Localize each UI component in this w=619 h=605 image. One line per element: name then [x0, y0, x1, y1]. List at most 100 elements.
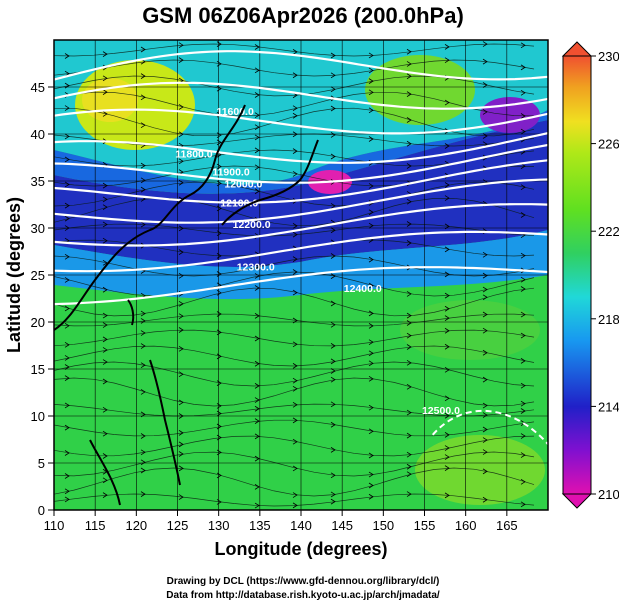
streamline-arrow — [368, 67, 374, 74]
streamline — [54, 329, 535, 347]
streamline — [54, 313, 535, 327]
colorbar-tick-label: 226 — [598, 137, 619, 152]
streamline-arrow — [292, 231, 298, 238]
streamline-arrow — [482, 286, 488, 293]
streamline-arrow — [520, 408, 526, 414]
streamline-arrow — [216, 329, 222, 336]
streamline-arrow — [102, 492, 108, 498]
streamline — [54, 287, 535, 317]
streamline-arrow — [64, 473, 70, 479]
streamline-arrow — [368, 339, 374, 345]
streamline-arrow — [330, 227, 336, 234]
streamline-arrow — [406, 291, 412, 297]
streamline-arrow — [292, 341, 298, 348]
streamline-arrow — [216, 434, 222, 441]
streamline-arrow — [330, 343, 336, 349]
streamline-arrow — [64, 215, 70, 222]
streamline-arrow — [292, 401, 298, 408]
streamline-arrow — [520, 452, 526, 458]
streamline-arrow — [406, 91, 412, 97]
streamline-arrow — [64, 156, 70, 163]
streamline-arrow — [482, 251, 488, 258]
streamline-arrow — [330, 376, 336, 383]
streamline — [54, 181, 535, 207]
streamline-arrow — [140, 330, 146, 336]
streamline-arrow — [330, 52, 336, 59]
contour-label: 12300.0 — [237, 261, 275, 273]
contour-label: 12400.0 — [344, 283, 382, 295]
streamline-arrow — [64, 133, 70, 140]
streamline-arrow — [330, 153, 336, 160]
streamline-arrow — [292, 105, 298, 112]
streamline-arrow — [292, 171, 298, 177]
streamline-arrow — [368, 222, 374, 229]
streamline-arrow — [406, 312, 412, 319]
streamline-arrow — [178, 371, 184, 378]
streamline-arrow — [64, 253, 70, 260]
streamline-arrow — [482, 426, 488, 433]
contour-line-dashed — [431, 409, 548, 445]
streamline-arrow — [216, 423, 222, 430]
y-tick-label: 0 — [38, 503, 45, 518]
streamline — [54, 361, 535, 387]
streamline-arrow — [368, 256, 374, 263]
streamline-arrow — [216, 380, 222, 386]
contour-line — [54, 143, 548, 184]
coastline-philippines — [149, 359, 181, 486]
streamline-arrow — [254, 67, 260, 74]
x-tick-label: 150 — [372, 518, 394, 533]
y-tick-label: 45 — [31, 80, 45, 95]
contour-label: 12000.0 — [224, 179, 262, 191]
contour-label: 11800.0 — [175, 149, 213, 161]
streamline-arrow — [520, 184, 526, 191]
streamline-arrow — [444, 454, 450, 460]
streamline-arrow — [330, 368, 336, 374]
credit-line-1: Drawing by DCL (https://www.gfd-dennou.o… — [167, 576, 440, 587]
streamline-arrow — [102, 196, 108, 203]
streamline-arrow — [330, 86, 336, 93]
streamline-arrow — [254, 313, 260, 319]
streamline-arrow — [102, 453, 108, 459]
streamline-arrow — [292, 148, 298, 154]
streamline-arrow — [216, 289, 222, 296]
streamline-arrow — [292, 269, 298, 275]
streamline-arrow — [292, 49, 298, 55]
streamline — [54, 451, 535, 477]
streamline-arrow — [368, 89, 374, 96]
streamline-arrow — [482, 272, 488, 279]
streamline-arrow — [482, 133, 488, 139]
streamline-arrow — [140, 467, 146, 474]
contour-line — [54, 159, 548, 204]
streamline-arrow — [64, 450, 70, 456]
streamline-arrow — [64, 375, 70, 381]
contour-line — [54, 132, 548, 164]
streamline-arrow — [406, 240, 412, 246]
colorbar-tick-label: 230 — [598, 49, 619, 64]
streamline-arrow — [254, 360, 260, 367]
streamline-arrow — [368, 376, 374, 382]
streamline-arrow — [254, 335, 260, 342]
streamline-arrow — [292, 385, 298, 392]
streamlines — [54, 41, 535, 509]
streamline-arrow — [140, 122, 146, 129]
streamline-arrow — [254, 188, 260, 195]
streamline-arrow — [292, 492, 298, 498]
streamline-arrow — [330, 203, 336, 209]
coastlines — [54, 104, 319, 506]
streamline-arrow — [330, 472, 336, 479]
streamline-arrow — [254, 44, 260, 50]
streamline-arrow — [64, 105, 70, 111]
streamline-arrow — [368, 282, 374, 289]
colorbar-tick-label: 222 — [598, 224, 619, 239]
streamline-arrow — [482, 412, 488, 418]
streamline-arrow — [406, 359, 412, 366]
streamline — [54, 59, 535, 77]
streamline-arrow — [444, 327, 450, 334]
x-tick-label: 165 — [496, 518, 518, 533]
contour-line — [54, 178, 548, 224]
streamline-arrow — [216, 205, 222, 212]
streamline-arrow — [482, 109, 488, 115]
